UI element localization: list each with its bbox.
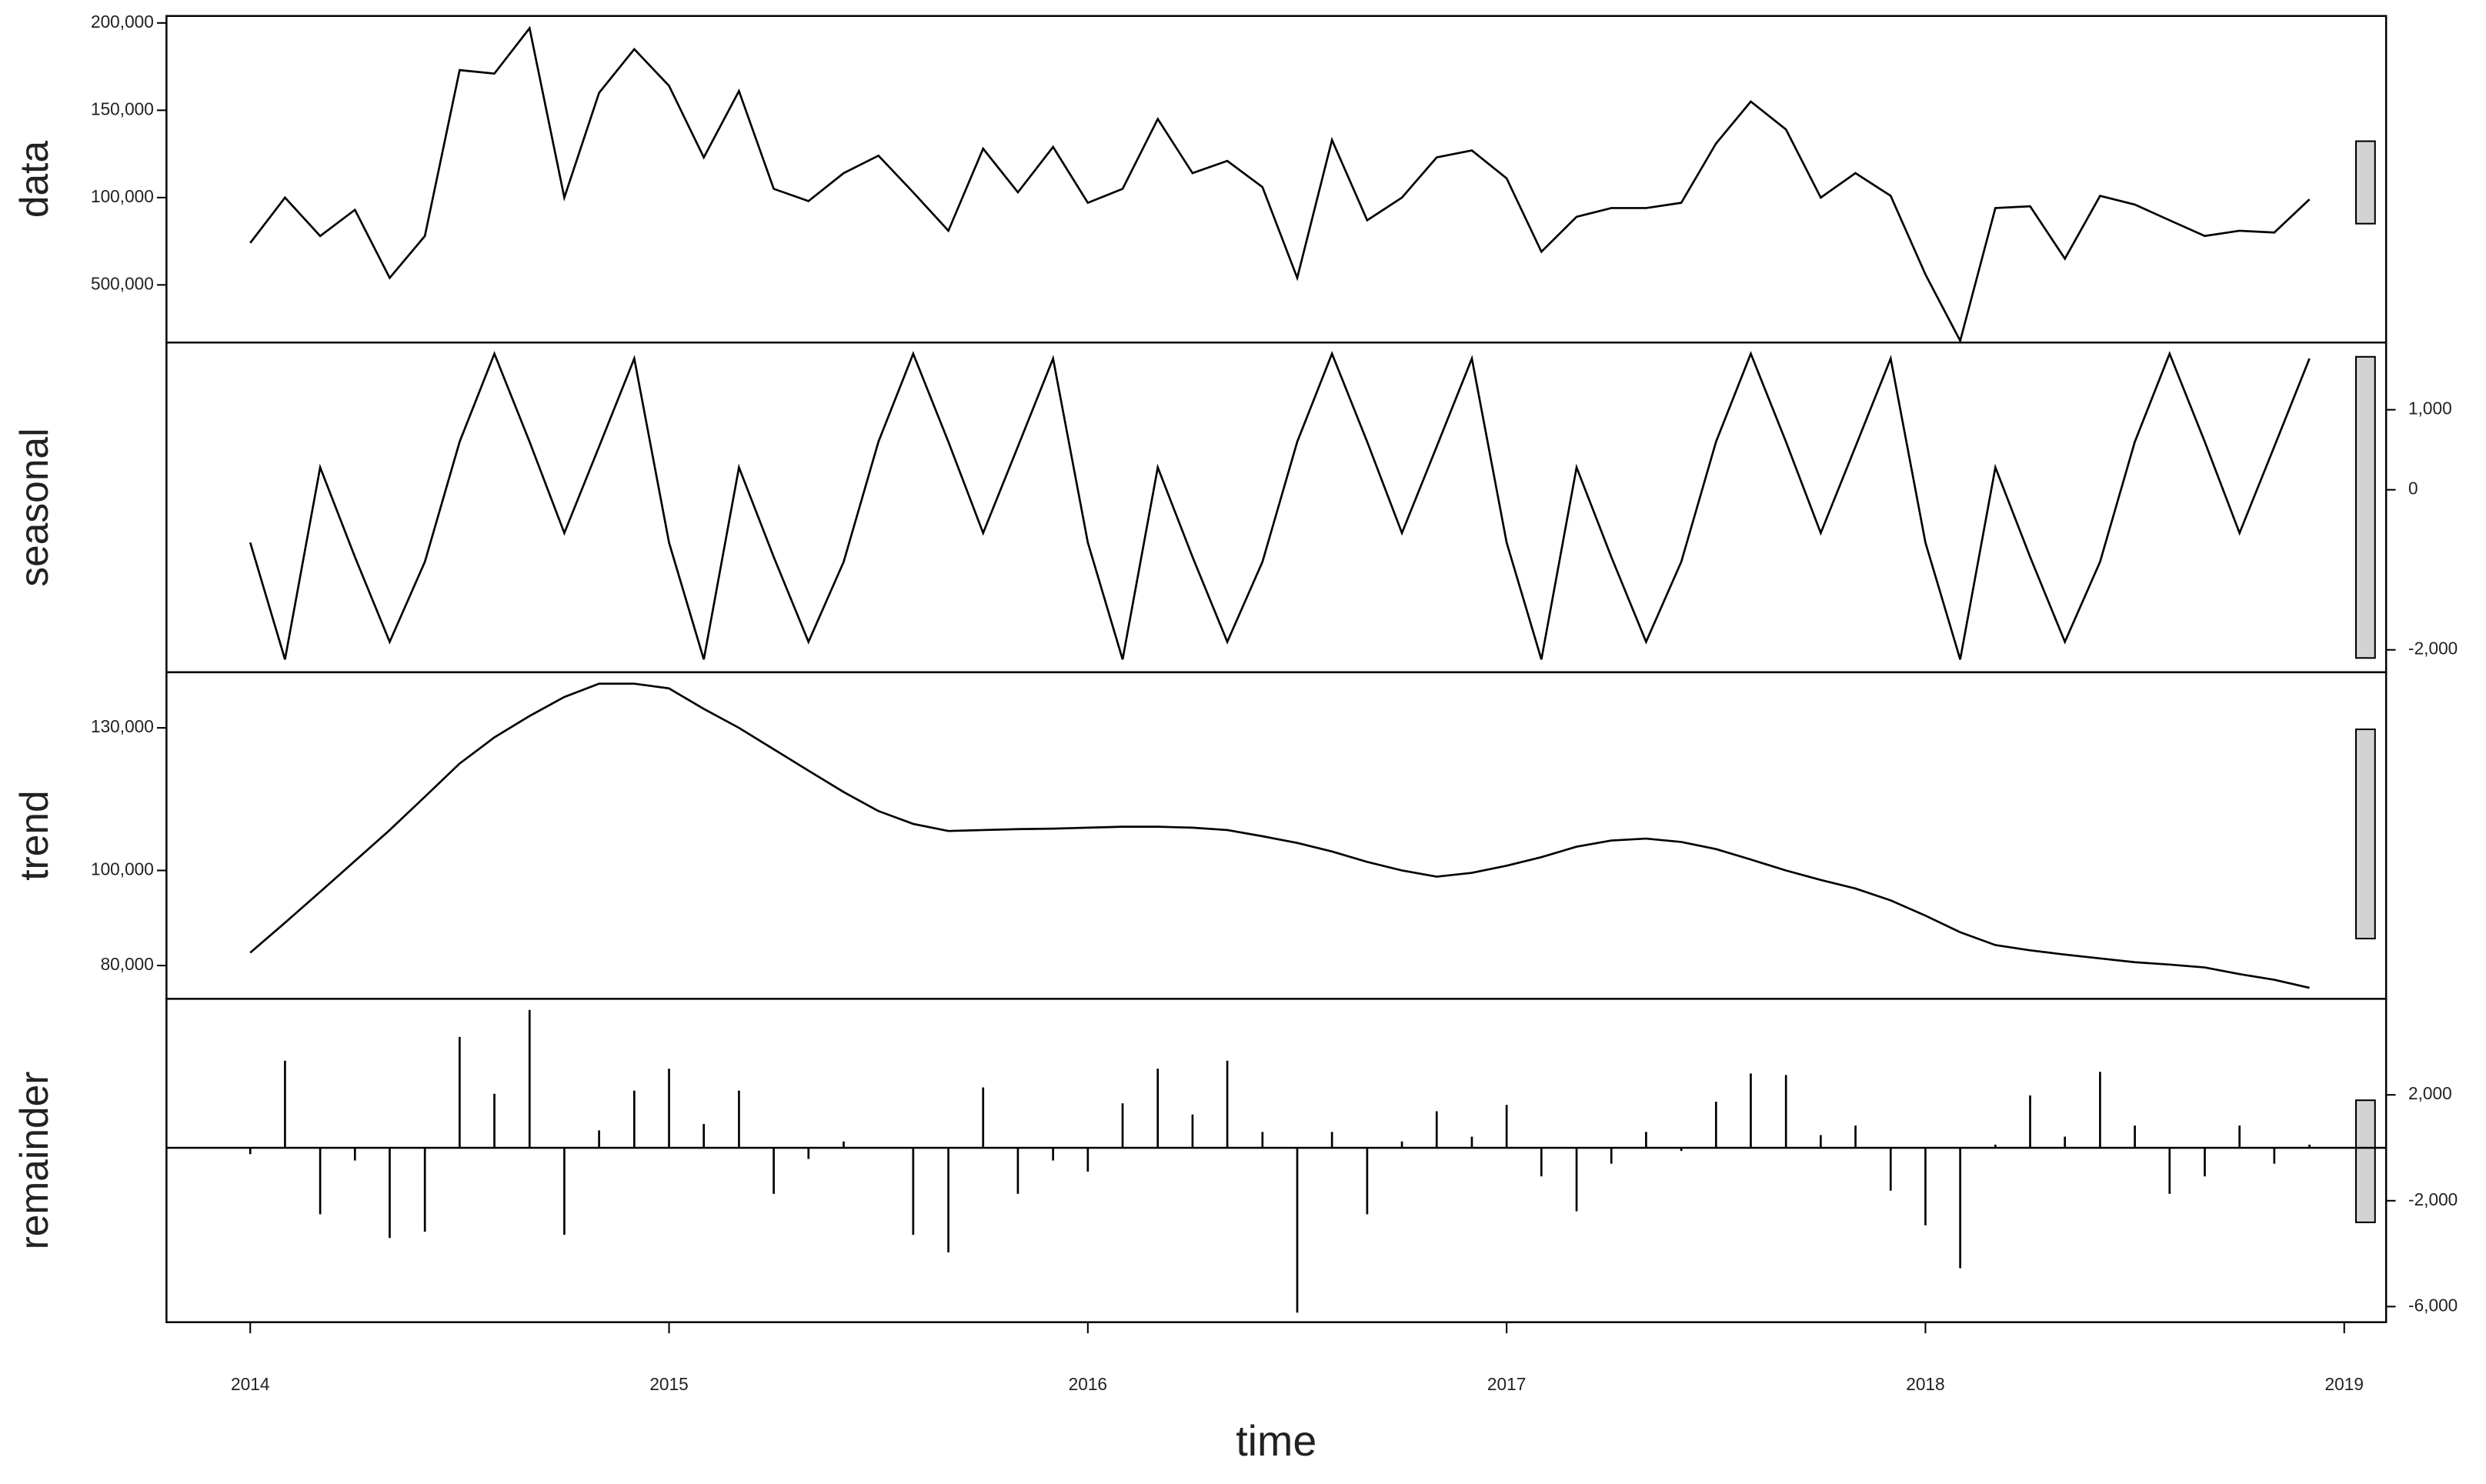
scale-bar [2355,1099,2376,1223]
y-tick-label: -6,000 [2408,1295,2458,1315]
y-tick-label: -2,000 [2408,1189,2458,1209]
x-tick-label: 2017 [1487,1374,1526,1394]
y-axis-label: data [12,141,56,218]
y-tick-label: 2,000 [2408,1083,2452,1103]
y-tick-label: 500,000 [91,273,154,293]
panel-frame [165,998,2388,1323]
x-tick-label: 2018 [1906,1374,1944,1394]
series-line [249,25,2311,344]
x-axis-label: time [1236,1417,1316,1465]
x-tick-label: 2019 [2325,1374,2364,1394]
y-tick-label: 0 [2408,479,2418,499]
y-axis-label: trend [12,790,56,880]
series-line [249,682,2310,989]
x-tick-label: 2015 [649,1374,688,1394]
y-tick-label: 100,000 [91,859,154,879]
x-tick-label: 2014 [231,1374,269,1394]
panel-frame [165,341,2388,674]
scale-bar [2355,140,2376,225]
y-tick-label: 200,000 [91,12,154,32]
panel-frame [165,15,2388,344]
y-tick-label: -2,000 [2408,639,2458,659]
x-tick-label: 2016 [1069,1374,1107,1394]
y-tick-label: 150,000 [91,98,154,118]
y-tick-label: 130,000 [91,716,154,736]
y-tick-label: 80,000 [101,954,154,974]
y-tick-label: 100,000 [91,186,154,206]
y-tick-label: 1,000 [2408,399,2452,419]
panel-frame [165,671,2388,1000]
scale-bar [2355,728,2376,940]
y-axis-label: remainder [12,1072,56,1250]
series-line [249,351,2311,660]
y-axis-label: seasonal [12,428,56,586]
scale-bar [2355,355,2376,659]
